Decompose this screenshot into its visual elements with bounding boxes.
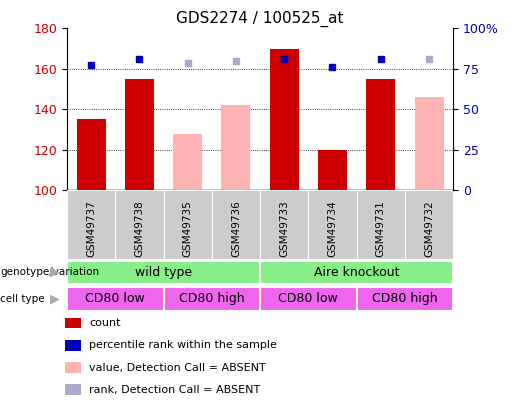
Bar xyxy=(163,287,260,311)
Text: genotype/variation: genotype/variation xyxy=(0,267,99,277)
Bar xyxy=(65,362,81,373)
Text: wild type: wild type xyxy=(135,266,192,279)
Text: GSM49733: GSM49733 xyxy=(279,201,289,258)
Bar xyxy=(67,287,163,311)
Text: count: count xyxy=(89,318,121,328)
Text: cell type: cell type xyxy=(0,294,45,304)
Bar xyxy=(260,287,356,311)
Bar xyxy=(405,190,453,259)
Bar xyxy=(65,340,81,351)
Bar xyxy=(212,190,260,259)
Bar xyxy=(260,260,453,284)
Bar xyxy=(65,318,81,328)
Bar xyxy=(65,384,81,395)
Bar xyxy=(77,119,106,190)
Text: value, Detection Call = ABSENT: value, Detection Call = ABSENT xyxy=(89,362,266,373)
Text: GSM49736: GSM49736 xyxy=(231,201,241,258)
Title: GDS2274 / 100525_at: GDS2274 / 100525_at xyxy=(176,11,344,27)
Text: CD80 high: CD80 high xyxy=(179,292,245,305)
Text: Aire knockout: Aire knockout xyxy=(314,266,400,279)
Bar xyxy=(221,105,250,190)
Text: ▶: ▶ xyxy=(49,266,59,279)
Bar xyxy=(67,260,260,284)
Bar xyxy=(415,97,443,190)
Bar xyxy=(125,79,154,190)
Text: CD80 low: CD80 low xyxy=(279,292,338,305)
Text: GSM49731: GSM49731 xyxy=(376,201,386,258)
Bar xyxy=(308,190,356,259)
Text: CD80 high: CD80 high xyxy=(372,292,438,305)
Text: rank, Detection Call = ABSENT: rank, Detection Call = ABSENT xyxy=(89,385,261,395)
Bar xyxy=(260,190,308,259)
Text: GSM49737: GSM49737 xyxy=(86,201,96,258)
Text: GSM49738: GSM49738 xyxy=(134,201,144,258)
Bar xyxy=(318,150,347,190)
Text: GSM49734: GSM49734 xyxy=(328,201,337,258)
Text: GSM49732: GSM49732 xyxy=(424,201,434,258)
Text: ▶: ▶ xyxy=(49,292,59,305)
Bar xyxy=(366,79,396,190)
Text: GSM49735: GSM49735 xyxy=(183,201,193,258)
Bar xyxy=(115,190,163,259)
Bar xyxy=(163,190,212,259)
Text: CD80 low: CD80 low xyxy=(85,292,145,305)
Text: percentile rank within the sample: percentile rank within the sample xyxy=(89,340,277,350)
Bar xyxy=(173,134,202,190)
Bar xyxy=(356,287,453,311)
Bar xyxy=(270,49,299,190)
Bar xyxy=(67,190,115,259)
Bar xyxy=(356,190,405,259)
